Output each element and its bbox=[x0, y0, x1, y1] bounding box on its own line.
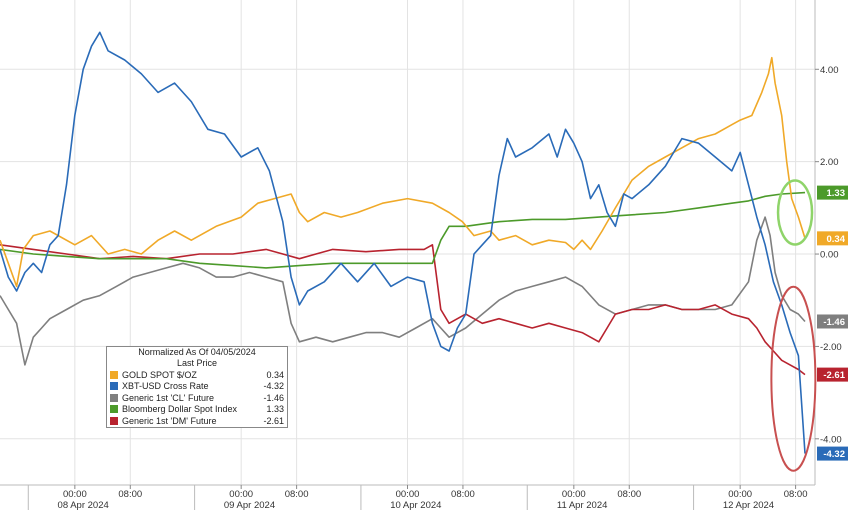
last-value-label: 1.33 bbox=[827, 188, 846, 199]
x-time-label: 08:00 bbox=[118, 489, 142, 500]
legend-series-value: -2.61 bbox=[263, 415, 284, 426]
legend-series-value: -4.32 bbox=[263, 381, 284, 392]
last-value-box bbox=[817, 185, 848, 200]
legend-series-value: 0.34 bbox=[266, 369, 284, 380]
last-value-box bbox=[817, 367, 848, 382]
legend-entry: XBT-USD Cross Rate -4.32 bbox=[107, 381, 287, 393]
legend-series-name: Generic 1st 'CL' Future bbox=[122, 392, 214, 403]
x-time-label: 00:00 bbox=[562, 489, 586, 500]
x-time-label: 00:00 bbox=[63, 489, 87, 500]
last-value-label: -1.46 bbox=[823, 317, 845, 328]
x-axis: 00:00 08:00 00:00 08:00 00:00 08:00 00:00 08:00… bbox=[27, 485, 808, 510]
last-value-box bbox=[817, 231, 848, 246]
x-time-label: 08:00 bbox=[617, 489, 641, 500]
series-line-1 bbox=[0, 31, 806, 454]
y-axis: 4.00 2.00 0.00 -2.00 -4.00 bbox=[815, 65, 842, 445]
legend-swatch bbox=[110, 393, 118, 402]
legend-series-name: XBT-USD Cross Rate bbox=[122, 381, 209, 392]
last-value-box bbox=[817, 446, 848, 461]
last-value-box bbox=[817, 314, 848, 329]
legend-series-value: -1.46 bbox=[263, 392, 284, 403]
series-line-4 bbox=[0, 244, 806, 376]
last-value-label: -2.61 bbox=[823, 370, 845, 381]
x-date-label: 09 Apr 2024 bbox=[224, 500, 275, 510]
x-time-label: 00:00 bbox=[728, 489, 752, 500]
x-time-label: 08:00 bbox=[285, 489, 309, 500]
series-lines bbox=[0, 31, 806, 454]
legend-title: Normalized As Of 04/05/2024 bbox=[138, 347, 256, 357]
legend-series-name: GOLD SPOT $/OZ bbox=[122, 369, 197, 380]
x-time-label: 00:00 bbox=[229, 489, 253, 500]
x-date-label: 12 Apr 2024 bbox=[723, 500, 774, 510]
legend-swatch bbox=[110, 370, 118, 379]
legend-entry: Generic 1st 'CL' Future -1.46 bbox=[107, 392, 287, 404]
x-date-label: 10 Apr 2024 bbox=[390, 500, 441, 510]
red-ellipse bbox=[770, 285, 817, 472]
x-date-label: 11 Apr 2024 bbox=[557, 500, 608, 510]
y-tick-label: 2.00 bbox=[820, 157, 839, 168]
y-tick-label: 4.00 bbox=[820, 65, 839, 76]
y-tick-label: 0.00 bbox=[820, 250, 839, 261]
last-value-label: -4.32 bbox=[823, 449, 845, 460]
y-tick-label: -4.00 bbox=[820, 434, 842, 445]
last-value-label: 0.34 bbox=[827, 234, 846, 245]
highlight-ellipses bbox=[770, 179, 817, 472]
last-value-labels: 1.33 0.34 -1.46 -2.61 -4.32 bbox=[817, 185, 848, 461]
legend-entry: Generic 1st 'DM' Future -2.61 bbox=[107, 415, 287, 427]
legend-series-name: Generic 1st 'DM' Future bbox=[122, 415, 217, 426]
series-line-0 bbox=[0, 56, 806, 288]
legend-series-value: 1.33 bbox=[266, 404, 284, 415]
x-time-label: 08:00 bbox=[784, 489, 808, 500]
legend-series-name: Bloomberg Dollar Spot Index bbox=[122, 404, 238, 415]
x-time-label: 00:00 bbox=[396, 489, 420, 500]
legend: Normalized As Of 04/05/2024 Last Price G… bbox=[106, 346, 288, 428]
series-line-3 bbox=[0, 191, 806, 269]
legend-swatch bbox=[110, 405, 118, 414]
legend-swatch bbox=[110, 382, 118, 391]
y-tick-label: -2.00 bbox=[820, 342, 842, 353]
legend-swatch bbox=[110, 416, 118, 425]
legend-entry: GOLD SPOT $/OZ 0.34 bbox=[107, 369, 287, 381]
x-date-label: 08 Apr 2024 bbox=[58, 500, 109, 510]
x-time-label: 08:00 bbox=[451, 489, 475, 500]
green-ellipse bbox=[776, 179, 814, 246]
legend-subtitle: Last Price bbox=[176, 358, 218, 368]
legend-entry: Bloomberg Dollar Spot Index 1.33 bbox=[107, 404, 287, 416]
